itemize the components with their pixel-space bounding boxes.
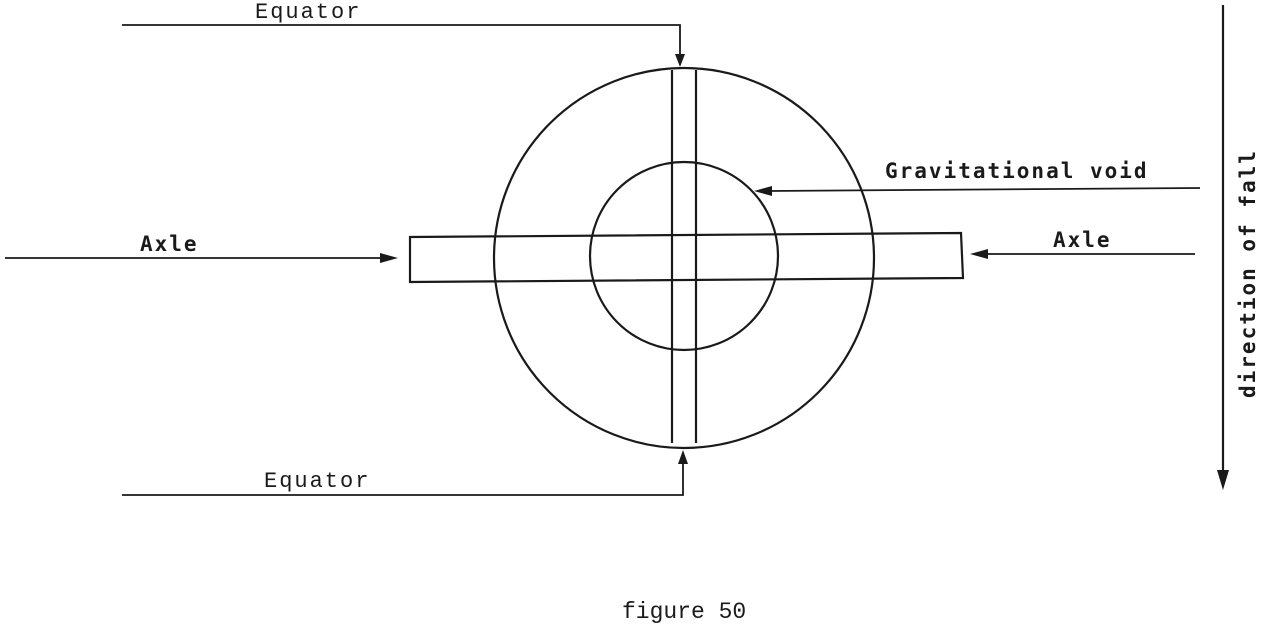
equator-bottom-label: Equator bbox=[264, 469, 370, 494]
axle-bar bbox=[408, 231, 965, 284]
equator-bottom-leader bbox=[122, 460, 684, 496]
axle-right-label: Axle bbox=[1053, 228, 1112, 252]
equator-top-label: Equator bbox=[255, 0, 361, 25]
equator-top-leader bbox=[122, 24, 681, 58]
gravitational-void-circle bbox=[588, 160, 780, 352]
figure-caption: figure 50 bbox=[622, 599, 746, 625]
outer-sphere bbox=[492, 66, 876, 450]
gravitational-void-arrowhead bbox=[754, 186, 772, 196]
gravitational-void-arrow-line bbox=[767, 187, 1201, 192]
direction-of-fall-arrowhead bbox=[1217, 470, 1229, 490]
axle-right-arrowhead bbox=[970, 249, 988, 259]
equator-top-arrowhead bbox=[675, 54, 685, 67]
gravitational-void-label: Gravitational void bbox=[885, 159, 1149, 183]
axle-left-arrowhead bbox=[380, 253, 398, 263]
direction-of-fall-label: direction of fall bbox=[1236, 149, 1260, 398]
axle-left-label: Axle bbox=[140, 232, 199, 256]
equator-bottom-arrowhead bbox=[678, 450, 688, 464]
